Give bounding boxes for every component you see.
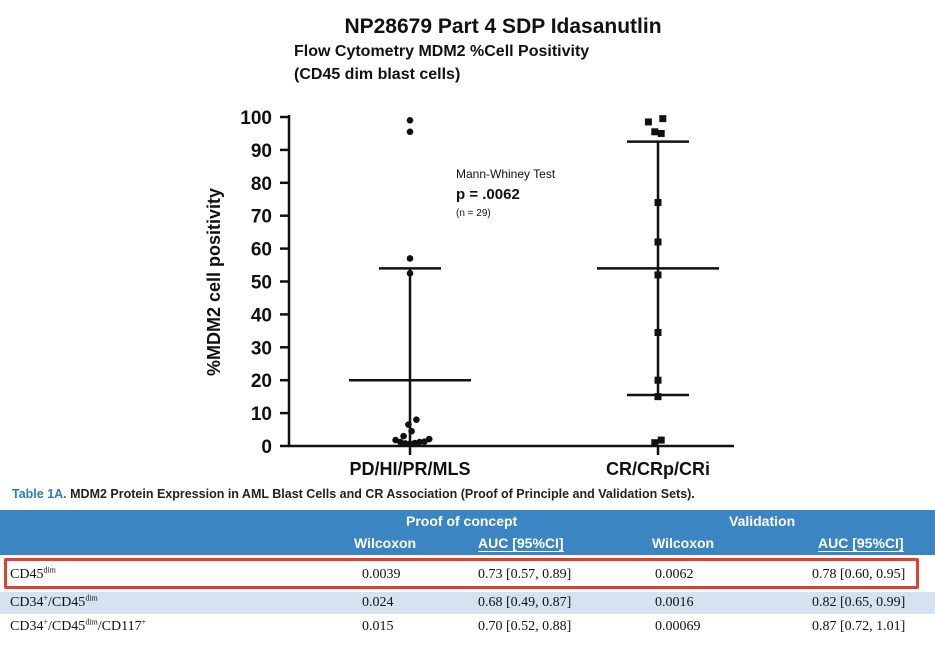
data-point-square: [651, 439, 659, 447]
scatter-chart: NP28679 Part 4 SDP Idasanutlin Flow Cyto…: [204, 15, 734, 479]
chart-title: NP28679 Part 4 SDP Idasanutlin: [344, 15, 661, 38]
data-point-square: [657, 436, 665, 444]
data-point-circle: [401, 440, 409, 447]
col-header-poc-auc: AUC [95%CI]: [478, 535, 564, 552]
marker-cell: CD45dim: [10, 565, 56, 582]
poc-wilcoxon-cell: 0.024: [362, 595, 394, 610]
data-point-square: [657, 129, 665, 137]
chart-subtitle-line2: (CD45 dim blast cells): [294, 66, 460, 83]
table-caption: Table 1A. MDM2 Protein Expression in AML…: [12, 487, 695, 501]
results-table: Proof of concept Validation Wilcoxon AUC…: [0, 510, 935, 638]
data-point-circle: [406, 440, 414, 447]
marker-cell: CD34+/CD45dim/CD117+: [10, 617, 147, 634]
data-point-square: [659, 115, 667, 123]
col-header-val-auc: AUC [95%CI]: [818, 535, 904, 552]
group-header-validation: Validation: [729, 513, 796, 529]
data-point-circle: [405, 421, 412, 428]
val-auc-cell: 0.87 [0.72, 1.01]: [812, 619, 906, 634]
y-tick-label: 40: [251, 305, 272, 326]
x-category-label: CR/CRp/CRi: [606, 459, 710, 479]
data-point-circle: [400, 432, 407, 440]
x-categories: PD/HI/PR/MLS CR/CRp/CRi: [349, 446, 710, 479]
poc-wilcoxon-cell: 0.0039: [362, 567, 401, 582]
test-name-annotation: Mann-Whiney Test: [456, 167, 556, 181]
y-axis-label: %MDM2 cell positivity: [204, 188, 224, 376]
data-point-square: [654, 393, 662, 401]
data-point-square: [654, 271, 662, 279]
data-point-circle: [425, 435, 433, 443]
poc-auc-cell: 0.73 [0.57, 0.89]: [478, 567, 572, 582]
group-header-proof-of-concept: Proof of concept: [406, 513, 518, 529]
data-point-square: [654, 199, 662, 207]
table-caption-id: Table 1A.: [12, 487, 67, 501]
y-ticks: 0 10 20 30 40 50 60 70 80 90 100: [240, 108, 289, 458]
poc-auc-cell: 0.70 [0.52, 0.88]: [478, 619, 572, 634]
y-tick-label: 10: [251, 404, 272, 425]
highlight-box: [4, 558, 919, 589]
data-point-circle: [413, 416, 420, 423]
val-wilcoxon-cell: 0.0062: [655, 567, 694, 582]
y-tick-label: 90: [251, 141, 272, 162]
n-annotation: (n = 29): [456, 208, 491, 219]
val-wilcoxon-cell: 0.00069: [655, 619, 701, 634]
data-point-circle: [406, 116, 414, 124]
y-tick-label: 0: [261, 437, 272, 458]
table-header: Proof of concept Validation Wilcoxon AUC…: [0, 510, 935, 555]
data-point-square: [654, 238, 662, 246]
poc-auc-cell: 0.68 [0.49, 0.87]: [478, 595, 572, 610]
y-tick-label: 80: [251, 174, 272, 195]
val-auc-cell: 0.82 [0.65, 0.99]: [812, 595, 906, 610]
y-tick-label: 100: [240, 108, 272, 129]
val-auc-cell: 0.78 [0.60, 0.95]: [812, 567, 906, 582]
data-point-circle: [406, 255, 414, 262]
col-header-poc-wilcoxon: Wilcoxon: [354, 535, 417, 551]
table-row: CD45dim 0.0039 0.73 [0.57, 0.89] 0.0062 …: [0, 564, 935, 586]
y-tick-label: 20: [251, 371, 272, 392]
chart-subtitle-line1: Flow Cytometry MDM2 %Cell Positivity: [294, 43, 589, 60]
data-point-circle: [406, 269, 414, 277]
marker-cell: CD34+/CD45dim: [10, 593, 98, 610]
col-header-val-wilcoxon: Wilcoxon: [652, 535, 715, 551]
data-point-circle: [416, 438, 423, 446]
val-wilcoxon-cell: 0.0016: [655, 595, 694, 610]
y-tick-label: 70: [251, 207, 272, 228]
data-point-square: [654, 376, 662, 384]
poc-wilcoxon-cell: 0.015: [362, 619, 394, 634]
x-category-label: PD/HI/PR/MLS: [349, 459, 470, 479]
data-point-square: [644, 118, 652, 126]
p-value-annotation: p = .0062: [456, 186, 520, 203]
y-tick-label: 50: [251, 273, 272, 294]
y-tick-label: 30: [251, 338, 272, 359]
data-point-square: [654, 328, 662, 336]
table-row: CD34+/CD45dim/CD117+ 0.015 0.70 [0.52, 0…: [0, 616, 935, 638]
table-caption-text: MDM2 Protein Expression in AML Blast Cel…: [70, 487, 695, 501]
error-bars: [349, 140, 719, 446]
y-tick-label: 60: [251, 240, 272, 261]
data-point-circle: [406, 128, 414, 136]
table-row: CD34+/CD45dim 0.024 0.68 [0.49, 0.87] 0.…: [0, 592, 935, 614]
data-points: [392, 115, 667, 447]
data-point-square: [651, 128, 659, 136]
data-point-circle: [408, 427, 415, 435]
